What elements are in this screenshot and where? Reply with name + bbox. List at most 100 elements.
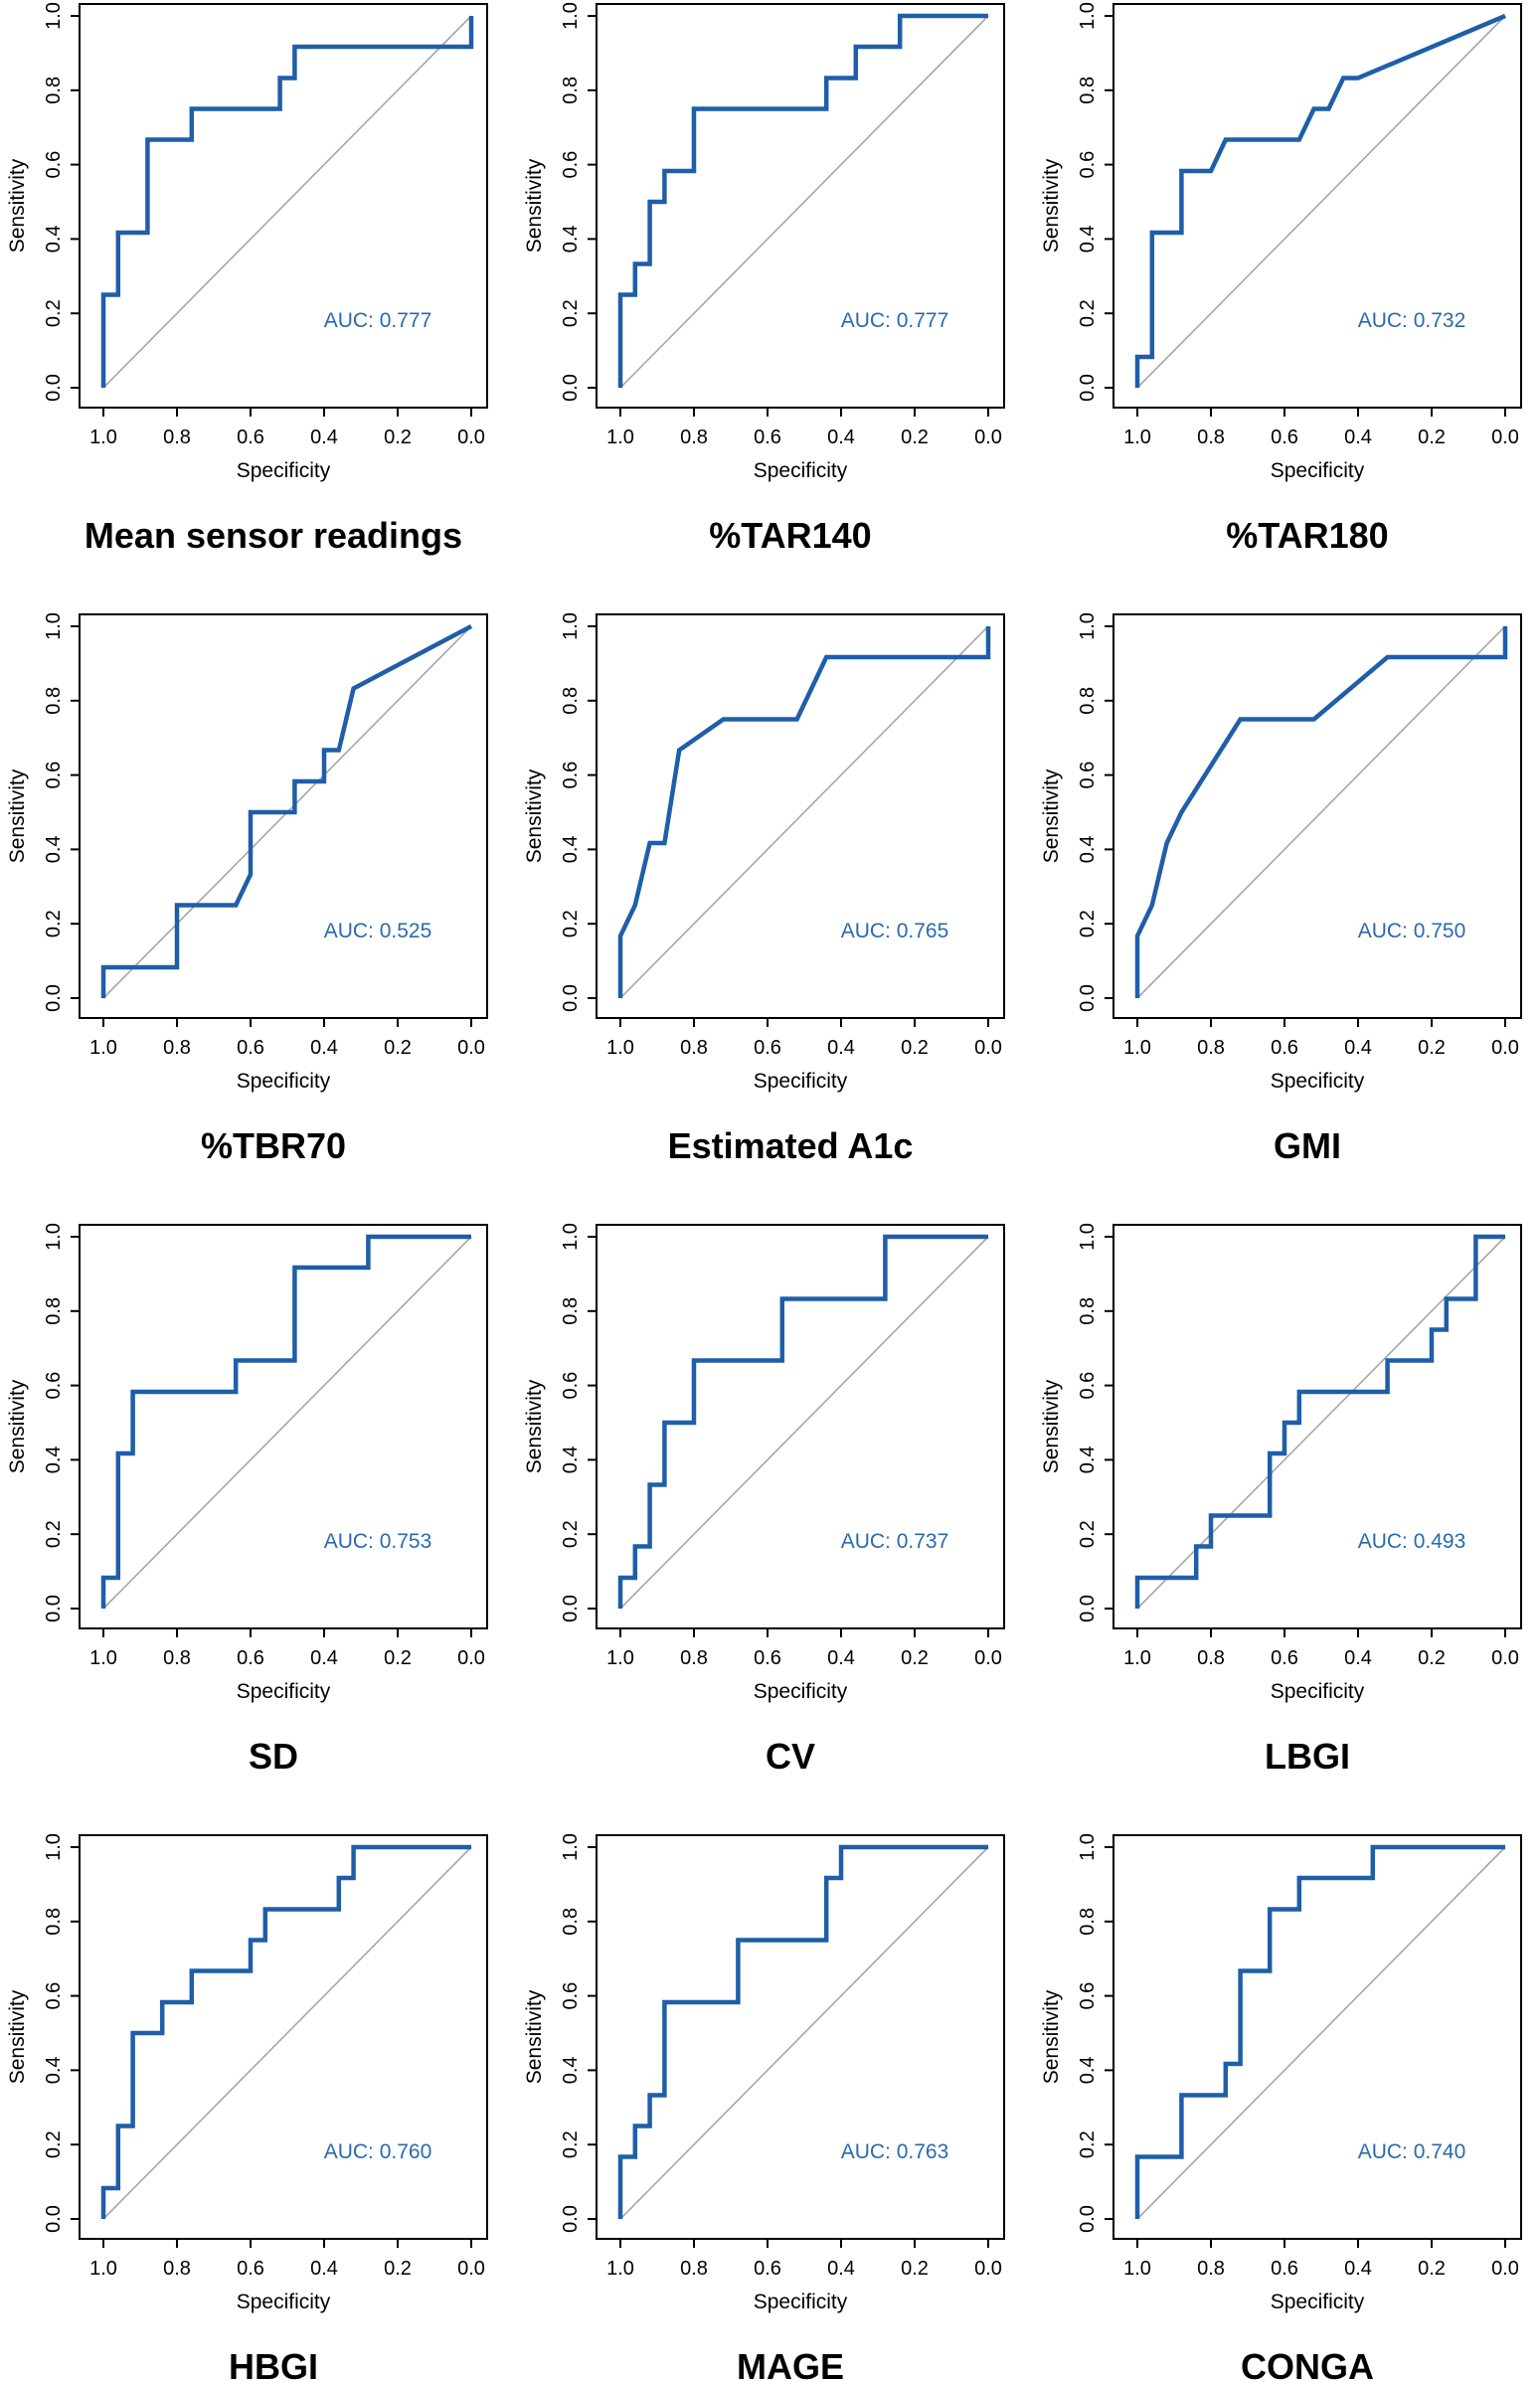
- x-axis-label: Specificity: [237, 459, 331, 482]
- x-tick-label: 0.6: [1271, 1037, 1298, 1059]
- y-tick-label: 0.6: [560, 1372, 582, 1400]
- x-tick-label: 0.2: [1418, 1647, 1446, 1669]
- auc-label: AUC: 0.525: [324, 920, 432, 942]
- y-tick-label: 1.0: [43, 1223, 65, 1251]
- y-tick-label: 0.6: [1077, 151, 1099, 179]
- plot-frame: [596, 613, 1005, 1019]
- x-tick-label: 0.6: [1271, 1647, 1298, 1669]
- auc-label: AUC: 0.740: [1358, 2140, 1466, 2163]
- reference-diagonal: [102, 1236, 472, 1610]
- x-tick-label: 0.2: [901, 1647, 929, 1669]
- y-tick-label: 0.4: [43, 2056, 65, 2084]
- y-axis-label: Sensitivity: [6, 158, 29, 253]
- y-tick-label: 0.8: [560, 1908, 582, 1936]
- x-tick-label: 0.4: [827, 1647, 855, 1669]
- plot-frame: [1112, 1834, 1522, 2240]
- x-tick-label: 0.2: [901, 1037, 929, 1059]
- y-tick-label: 1.0: [560, 1833, 582, 1861]
- y-tick-label: 1.0: [560, 612, 582, 640]
- y-tick-label: 0.6: [560, 151, 582, 179]
- x-tick-label: 0.8: [680, 1647, 708, 1669]
- reference-diagonal: [619, 625, 989, 999]
- y-axis-label: Sensitivity: [6, 768, 29, 863]
- roc-curve: [617, 626, 991, 998]
- x-tick-label: 0.0: [457, 2258, 485, 2280]
- y-tick-label: 0.4: [43, 225, 65, 253]
- x-tick-label: 0.4: [1344, 426, 1372, 448]
- y-tick-label: 1.0: [43, 2, 65, 30]
- y-tick-label: 0.0: [1077, 374, 1099, 402]
- roc-curve: [100, 624, 473, 998]
- x-tick-label: 1.0: [606, 1037, 634, 1059]
- y-tick-label: 1.0: [560, 2, 582, 30]
- x-tick-label: 0.4: [827, 1037, 855, 1059]
- reference-diagonal: [1136, 1846, 1506, 2220]
- x-tick-label: 0.8: [680, 1037, 708, 1059]
- y-tick-label: 0.2: [43, 299, 65, 327]
- x-tick-label: 0.0: [974, 1647, 1002, 1669]
- x-tick-label: 0.4: [1344, 1647, 1372, 1669]
- reference-diagonal: [619, 15, 989, 389]
- x-tick-label: 0.2: [1418, 2258, 1446, 2280]
- x-axis-label: Specificity: [754, 2291, 848, 2313]
- plot-frame: [79, 1224, 488, 1629]
- roc-panel: 0.0 0.2 0.4 0.6 0.8 1.0 1.0 0.8 0.6 0.4 0.2 0.0 Spec…: [6, 1223, 488, 1777]
- y-axis-label: Sensitivity: [1040, 768, 1063, 863]
- x-tick-label: 1.0: [1123, 426, 1151, 448]
- auc-label: AUC: 0.777: [841, 309, 949, 332]
- roc-panel: 0.0 0.2 0.4 0.6 0.8 1.0 1.0 0.8 0.6 0.4 0.2 0.0 Spec…: [1040, 612, 1522, 1166]
- panel-title: %TAR140: [709, 515, 871, 556]
- roc-panel: 0.0 0.2 0.4 0.6 0.8 1.0 1.0 0.8 0.6 0.4 0.2 0.0 Spec…: [6, 612, 488, 1166]
- x-tick-label: 0.6: [754, 2258, 781, 2280]
- x-tick-label: 0.0: [457, 1037, 485, 1059]
- x-tick-label: 0.0: [457, 426, 485, 448]
- panel-title: LBGI: [1265, 1736, 1350, 1777]
- roc-curve: [1134, 1234, 1505, 1609]
- y-axis-label: Sensitivity: [1040, 1379, 1063, 1473]
- y-axis-label: Sensitivity: [1040, 158, 1063, 253]
- y-tick-label: 0.0: [560, 1595, 582, 1622]
- x-tick-label: 0.8: [163, 1037, 191, 1059]
- roc-curve: [617, 1234, 988, 1609]
- plot-frame: [1112, 613, 1522, 1019]
- x-tick-label: 0.0: [974, 2258, 1002, 2280]
- y-tick-label: 0.6: [1077, 1372, 1099, 1400]
- y-tick-label: 0.0: [1077, 1595, 1099, 1622]
- x-axis-label: Specificity: [237, 2291, 331, 2313]
- x-tick-label: 0.8: [1197, 2258, 1225, 2280]
- roc-curve: [100, 1234, 471, 1609]
- x-tick-label: 0.4: [310, 1647, 338, 1669]
- panel-title: SD: [249, 1736, 298, 1777]
- x-tick-label: 0.8: [163, 1647, 191, 1669]
- y-tick-label: 0.2: [560, 299, 582, 327]
- roc-panel: 0.0 0.2 0.4 0.6 0.8 1.0 1.0 0.8 0.6 0.4 0.2 0.0 Spec…: [523, 1223, 1005, 1777]
- y-tick-label: 0.2: [560, 910, 582, 937]
- x-tick-label: 0.8: [1197, 426, 1225, 448]
- y-tick-label: 0.6: [43, 1372, 65, 1400]
- x-tick-label: 0.0: [1491, 1647, 1519, 1669]
- x-tick-label: 0.0: [1491, 1037, 1519, 1059]
- y-tick-label: 0.6: [560, 762, 582, 789]
- y-tick-label: 0.4: [1077, 1446, 1099, 1473]
- x-tick-label: 1.0: [606, 2258, 634, 2280]
- y-tick-label: 0.4: [1077, 2056, 1099, 2084]
- x-tick-label: 1.0: [89, 426, 117, 448]
- y-tick-label: 0.0: [43, 1595, 65, 1622]
- roc-curve: [100, 1844, 471, 2219]
- y-axis-label: Sensitivity: [523, 1989, 546, 2084]
- roc-panel: 0.0 0.2 0.4 0.6 0.8 1.0 1.0 0.8 0.6 0.4 0.2 0.0 Spec…: [523, 2, 1005, 556]
- x-tick-label: 0.8: [680, 426, 708, 448]
- y-tick-label: 0.6: [43, 1982, 65, 2010]
- x-tick-label: 0.0: [1491, 426, 1519, 448]
- y-axis-label: Sensitivity: [523, 768, 546, 863]
- y-tick-label: 0.6: [1077, 1982, 1099, 2010]
- y-tick-label: 0.8: [560, 687, 582, 715]
- x-tick-label: 0.8: [163, 426, 191, 448]
- y-tick-label: 1.0: [560, 1223, 582, 1251]
- y-tick-label: 0.4: [560, 835, 582, 863]
- plot-frame: [596, 1834, 1005, 2240]
- y-tick-label: 0.2: [43, 1520, 65, 1548]
- y-tick-label: 0.8: [1077, 1297, 1099, 1325]
- x-tick-label: 0.4: [310, 2258, 338, 2280]
- plot-frame: [596, 3, 1005, 409]
